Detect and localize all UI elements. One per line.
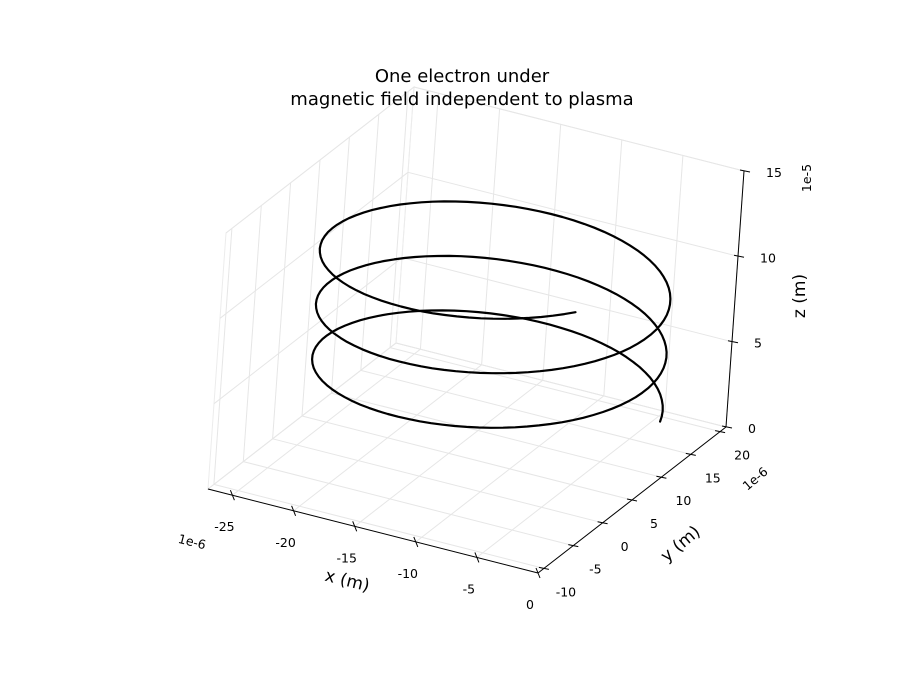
y-tick-label: 15 [705,470,721,485]
x-tick-mark [229,490,235,501]
x-tick-mark [291,505,297,516]
y-tick-mark [685,452,696,456]
grid-line-y-left [301,159,321,417]
grid-line-y-floor [243,461,574,547]
y-tick-mark [715,430,726,434]
z-tick-label: 10 [760,250,776,265]
grid-line-y-floor [301,415,633,501]
z-axis-line [725,170,745,428]
z-tick-label: 5 [754,336,762,351]
data-series [311,200,672,429]
x-axis-offset: 1e-6 [177,531,208,552]
grid-line-y-floor [272,438,603,524]
z-tick-mark [739,169,751,173]
grid-line-z-left [219,171,409,319]
tick-marks [229,169,751,579]
grid-line-y-floor [213,483,545,569]
x-tick-label: -25 [214,519,234,534]
y-axis-label: y (m) [657,522,705,566]
y-tick-label: -5 [589,562,601,577]
tick-labels: -25 -20 -15 -10 -5 0 -10 -5 0 5 10 15 20 0 5 10 15 [214,165,782,612]
grid-line-x-back [603,139,623,396]
y-tick-mark [656,475,667,479]
axes-panes [206,85,745,574]
y-tick-mark [597,521,608,525]
grid-line-y-floor [331,392,662,478]
x-tick-mark [413,536,419,548]
series-line-0 [311,200,672,429]
z-axis-offset: 1e-5 [799,164,814,192]
grid-line-x-back [664,155,684,412]
z-tick-mark [721,425,733,429]
x-axis-line [207,488,539,574]
z-tick-mark [727,340,739,344]
grid-line-z-back [407,171,739,257]
grid-line-y-left [242,205,262,462]
y-tick-mark [568,544,579,548]
z-tick-label: 15 [766,165,782,180]
y-tick-mark [626,498,638,502]
z-axis-label: z (m) [790,274,810,318]
y-axis-offset: 1e-6 [740,464,771,494]
grid-line-z-left [213,257,403,405]
grid-line-y-left [389,91,409,348]
chart-title-line-1: One electron under [375,66,550,87]
grid-lines [207,86,745,574]
x-tick-mark [474,552,480,563]
x-tick-mark [535,567,541,579]
grid-line-x-back [481,108,501,365]
x-tick-label: -5 [463,581,475,596]
x-tick-mark [352,521,358,532]
grid-line-y-left [360,114,380,371]
x-tick-label: 0 [526,597,534,612]
y-tick-label: 5 [650,516,658,531]
x-tick-label: -15 [336,550,356,565]
grid-line-z-left [207,342,397,490]
y-tick-mark [538,566,549,570]
grid-line-y-left [213,228,233,485]
y-tick-label: 0 [621,539,629,554]
grid-line-x-back [419,93,439,350]
y-tick-label: 20 [734,448,750,463]
grid-line-y-left [272,182,292,439]
z-tick-mark [733,254,745,258]
y-tick-label: -10 [556,584,576,599]
x-tick-label: -10 [398,566,418,581]
grid-line-y-floor [389,347,721,433]
grid-line-z-back [395,342,727,428]
x-axis-label: x (m) [323,566,372,596]
z-tick-label: 0 [748,421,756,436]
grid-line-z-back [413,86,745,172]
y-tick-label: 10 [675,493,691,508]
chart-title-line-2: magnetic field independent to plasma [290,89,633,110]
grid-line-z-back [401,257,733,343]
x-tick-label: -20 [275,535,295,550]
grid-line-z-left [225,86,415,234]
grid-line-y-left [330,137,350,394]
grid-line-y-floor [360,369,691,455]
grid-line-x-back [542,124,562,381]
